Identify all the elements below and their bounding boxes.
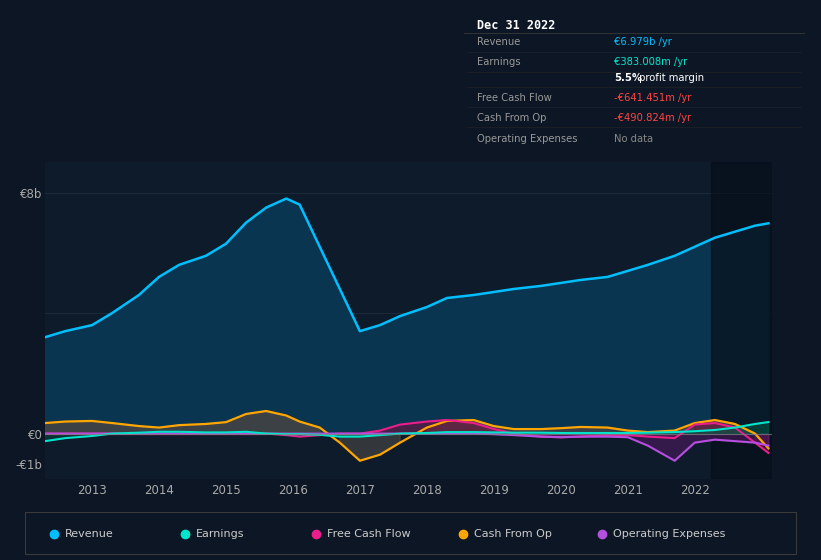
Text: Free Cash Flow: Free Cash Flow xyxy=(327,529,410,539)
Text: Earnings: Earnings xyxy=(196,529,245,539)
Text: €383.008m /yr: €383.008m /yr xyxy=(614,58,687,67)
Text: Operating Expenses: Operating Expenses xyxy=(478,134,578,144)
Text: Operating Expenses: Operating Expenses xyxy=(612,529,725,539)
Text: Cash From Op: Cash From Op xyxy=(474,529,552,539)
Text: Revenue: Revenue xyxy=(65,529,113,539)
Text: 5.5%: 5.5% xyxy=(614,73,642,83)
Text: €6.979b /yr: €6.979b /yr xyxy=(614,38,672,48)
Bar xyxy=(712,162,772,479)
Text: Free Cash Flow: Free Cash Flow xyxy=(478,93,553,103)
Text: Cash From Op: Cash From Op xyxy=(478,113,547,123)
Text: -€490.824m /yr: -€490.824m /yr xyxy=(614,113,691,123)
Text: No data: No data xyxy=(614,134,653,144)
Text: Dec 31 2022: Dec 31 2022 xyxy=(478,19,556,32)
Text: Earnings: Earnings xyxy=(478,58,521,67)
Text: profit margin: profit margin xyxy=(636,73,704,83)
Text: -€641.451m /yr: -€641.451m /yr xyxy=(614,93,691,103)
Text: Revenue: Revenue xyxy=(478,38,521,48)
